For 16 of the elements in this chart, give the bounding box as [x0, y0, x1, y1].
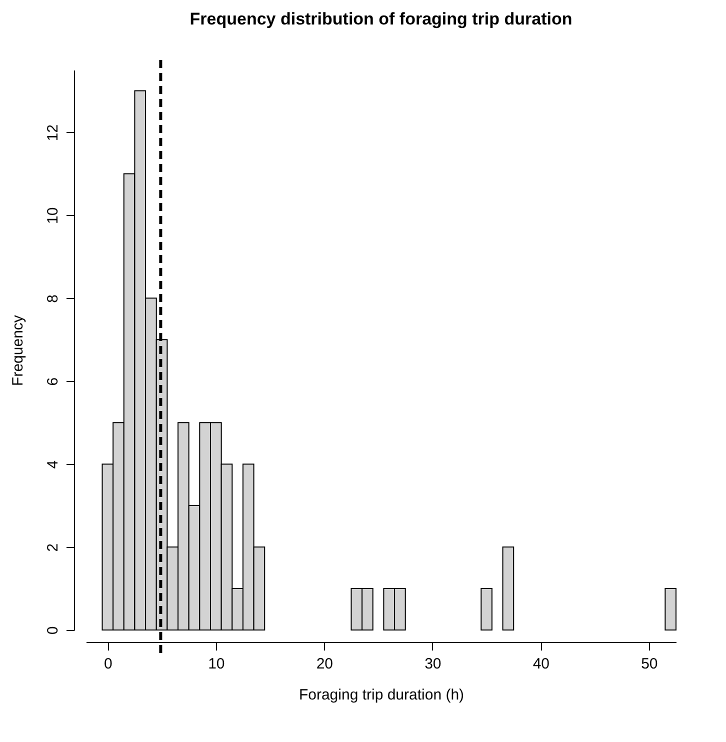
x-tick-label: 0: [104, 656, 112, 672]
x-tick-label: 40: [532, 656, 550, 672]
x-axis-title: Foraging trip duration (h): [298, 686, 464, 704]
y-tick-label: 6: [44, 377, 62, 386]
y-tick-label: 4: [44, 460, 62, 469]
y-tick-label: 10: [44, 207, 62, 224]
y-tick-label: 2: [44, 543, 62, 552]
x-tick-label: 10: [208, 656, 225, 672]
x-tick-label: 50: [641, 656, 658, 672]
y-tick-label: 12: [44, 124, 62, 142]
y-axis-title: Frequency: [10, 314, 26, 386]
x-tick-label: 20: [316, 656, 334, 672]
chart-title: Frequency distribution of foraging trip duration: [190, 10, 572, 28]
y-tick-label: 8: [44, 294, 62, 303]
y-tick-label: 0: [44, 626, 62, 635]
x-tick-label: 30: [424, 656, 442, 672]
